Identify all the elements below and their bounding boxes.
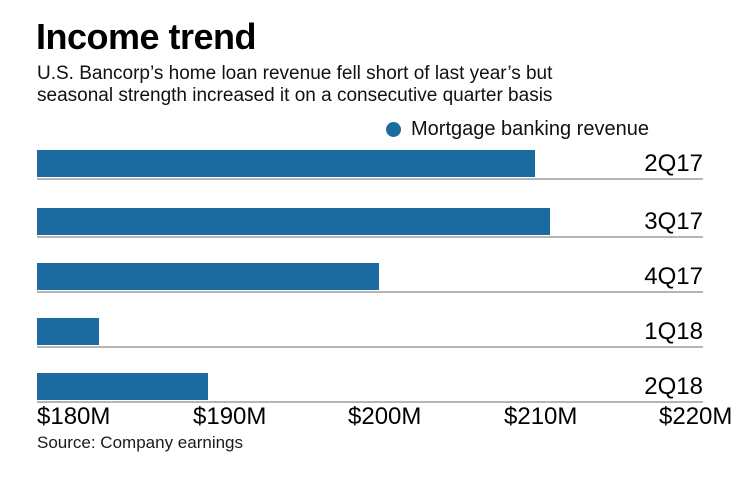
row-underline	[37, 346, 703, 348]
legend-dot-icon	[386, 122, 401, 137]
category-label-4q17: 4Q17	[644, 263, 703, 290]
bar-row-2q17: 2Q17	[37, 150, 703, 180]
subtitle-line-1: U.S. Bancorp’s home loan revenue fell sh…	[37, 63, 553, 84]
category-label-3q17: 3Q17	[644, 208, 703, 235]
subtitle-line-2: seasonal strength increased it on a cons…	[37, 84, 553, 106]
row-underline	[37, 291, 703, 293]
legend-label: Mortgage banking revenue	[411, 118, 649, 140]
bar-2q17	[37, 150, 535, 177]
axis-tick-label-220: $220M	[659, 403, 733, 430]
row-underline	[37, 236, 703, 238]
legend: Mortgage banking revenue	[386, 118, 649, 141]
bar-1q18	[37, 318, 99, 345]
row-underline	[37, 401, 703, 403]
source-note: Source: Company earnings	[37, 433, 244, 452]
axis-tick-label-190: $190M	[193, 403, 267, 430]
category-label-1q18: 1Q18	[644, 318, 703, 345]
category-label-2q17: 2Q17	[644, 150, 703, 177]
bar-row-2q18: 2Q18	[37, 373, 703, 403]
bar-row-1q18: 1Q18	[37, 318, 703, 348]
bar-4q17	[37, 263, 379, 290]
bar-3q17	[37, 208, 550, 235]
page-title: Income trend	[36, 16, 257, 57]
axis-tick-label-210: $210M	[504, 403, 578, 430]
x-axis: $180M $190M $200M $210M $220M	[37, 404, 737, 430]
category-label-2q18: 2Q18	[644, 373, 703, 400]
row-underline	[37, 178, 703, 180]
chart-subtitle: U.S. Bancorp’s home loan revenue fell sh…	[37, 63, 552, 106]
bar-row-4q17: 4Q17	[37, 263, 703, 293]
axis-tick-label-200: $200M	[348, 403, 422, 430]
axis-tick-label-180: $180M	[37, 403, 111, 430]
bar-chart-plot-area: 2Q17 3Q17 4Q17 1Q18 2Q18	[37, 150, 703, 405]
bar-2q18	[37, 373, 208, 400]
bar-row-3q17: 3Q17	[37, 208, 703, 238]
